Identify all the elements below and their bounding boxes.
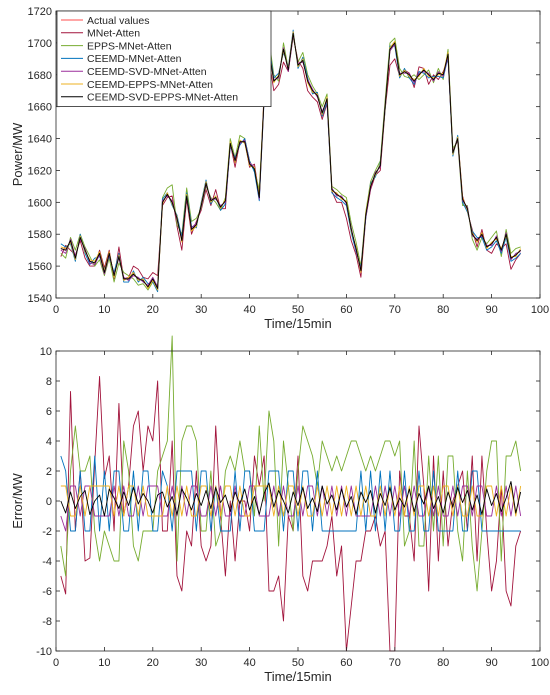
series-line-ceemdepps bbox=[60, 485, 522, 517]
y-tick-label: 1620 bbox=[28, 165, 52, 177]
y-tick-label: 1700 bbox=[28, 38, 52, 50]
legend-label-full: CEEMD-SVD-EPPS-MNet-Atten bbox=[87, 92, 238, 104]
legend-label-ceemdsvd: CEEMD-SVD-MNet-Atten bbox=[87, 66, 207, 78]
x-axis-label: Time/15min bbox=[264, 316, 331, 331]
legend-label-ceemdepps: CEEMD-EPPS-MNet-Atten bbox=[87, 79, 213, 91]
y-tick-label: 10 bbox=[40, 346, 52, 358]
x-tick-label: 100 bbox=[531, 657, 549, 669]
x-tick-label: 0 bbox=[53, 657, 59, 669]
y-tick-label: -2 bbox=[42, 526, 52, 538]
y-tick-label: 1680 bbox=[28, 70, 52, 82]
x-tick-label: 30 bbox=[195, 657, 207, 669]
y-tick-label: -4 bbox=[42, 556, 52, 568]
y-tick-label: 8 bbox=[46, 376, 52, 388]
y-tick-label: 1640 bbox=[28, 134, 52, 146]
power-chart: 0 10 20 30 40 50 60 70 80 90 100 1540 1560 1580 1600 16… bbox=[10, 6, 549, 331]
y-tick-label: 1560 bbox=[28, 261, 52, 273]
legend-label-actual: Actual values bbox=[87, 15, 149, 27]
x-tick-label: 40 bbox=[243, 304, 255, 316]
y-tick-label: -6 bbox=[42, 586, 52, 598]
y-tick-label: 1540 bbox=[28, 293, 52, 305]
x-tick-label: 80 bbox=[437, 657, 449, 669]
x-axis-label: Time/15min bbox=[264, 669, 331, 684]
legend-label-mnet: MNet-Atten bbox=[87, 28, 140, 40]
x-tick-label: 50 bbox=[292, 304, 304, 316]
y-tick-label: 1660 bbox=[28, 102, 52, 114]
y-tick-label: -10 bbox=[36, 646, 52, 658]
y-tick-label: 2 bbox=[46, 466, 52, 478]
y-tick-label: 6 bbox=[46, 406, 52, 418]
y-tick-label: 1720 bbox=[28, 6, 52, 18]
x-tick-label: 20 bbox=[147, 657, 159, 669]
x-tick-label: 10 bbox=[98, 304, 110, 316]
x-tick-label: 10 bbox=[98, 657, 110, 669]
series-line-ceemdsvd bbox=[60, 485, 522, 532]
x-tick-label: 0 bbox=[53, 304, 59, 316]
legend-label-ceemd: CEEMD-MNet-Atten bbox=[87, 53, 182, 65]
x-tick-label: 20 bbox=[147, 304, 159, 316]
y-axis-label: Error/MW bbox=[10, 472, 25, 528]
x-tick-label: 70 bbox=[389, 304, 401, 316]
x-tick-label: 60 bbox=[340, 657, 352, 669]
legend-label-epps: EPPS-MNet-Atten bbox=[87, 40, 172, 52]
y-tick-label: 0 bbox=[46, 496, 52, 508]
x-tick-label: 40 bbox=[243, 657, 255, 669]
series-line-ceemd bbox=[60, 455, 521, 532]
x-tick-label: 90 bbox=[485, 304, 497, 316]
y-tick-label: -8 bbox=[42, 616, 52, 628]
series-line-mnet bbox=[60, 376, 522, 652]
y-axis-label: Power/MW bbox=[10, 122, 25, 186]
y-tick-label: 1600 bbox=[28, 197, 52, 209]
x-tick-label: 100 bbox=[531, 304, 549, 316]
legend: Actual valuesMNet-AttenEPPS-MNet-AttenCE… bbox=[56, 10, 272, 107]
x-tick-label: 90 bbox=[485, 657, 497, 669]
x-tick-label: 70 bbox=[389, 657, 401, 669]
error-chart: 0 10 20 30 40 50 60 70 80 90 100 -10 -8 -6 -4 -2 0 2 4 6 8 10… bbox=[10, 335, 549, 684]
y-tick-label: 4 bbox=[46, 436, 52, 448]
legend-box bbox=[56, 10, 272, 107]
x-tick-label: 30 bbox=[195, 304, 207, 316]
series-line-full bbox=[60, 32, 521, 289]
x-tick-label: 60 bbox=[340, 304, 352, 316]
series-line-full bbox=[60, 481, 522, 517]
plot-area bbox=[56, 351, 540, 651]
y-tick-label: 1580 bbox=[28, 229, 52, 241]
x-tick-label: 80 bbox=[437, 304, 449, 316]
x-tick-label: 50 bbox=[292, 657, 304, 669]
